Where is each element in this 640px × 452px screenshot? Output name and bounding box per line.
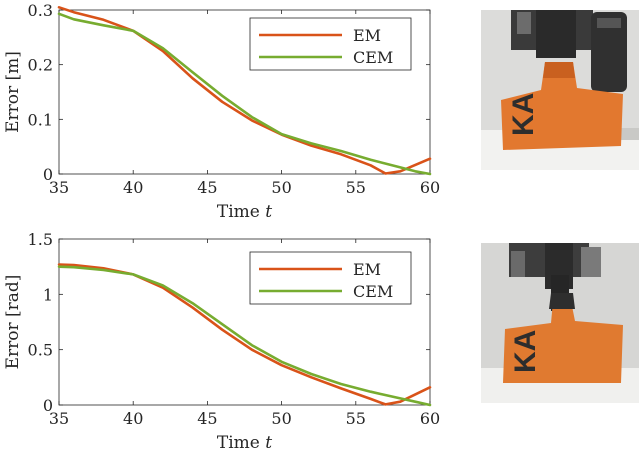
axes-box [58, 9, 431, 175]
chart-position-error: 35 40 45 50 55 60 0 0.1 0.2 0.3 Time t Error [m] EM C… [3, 1, 440, 222]
y-tick-label: 0.1 [28, 110, 53, 129]
photo-logo-text: KA [507, 93, 540, 136]
legend-label-cem: CEM [353, 48, 393, 67]
photo-logo-text: KA [509, 330, 542, 373]
x-tick-label: 50 [271, 178, 291, 197]
y-tick-label: 0 [43, 396, 53, 415]
x-tick-label: 50 [271, 409, 291, 428]
y-tick-label: 0.3 [28, 1, 53, 20]
legend-label-em: EM [353, 26, 381, 45]
axes-box [58, 238, 431, 406]
series-line-em [57, 6, 432, 175]
chart-orientation-error: 35 40 45 50 55 60 0 0.5 1 1.5 Time t Error [rad] EM C… [3, 230, 440, 452]
x-axis-label-variable: t [265, 433, 272, 452]
legend-label-em: EM [353, 260, 381, 279]
x-tick-label: 45 [197, 178, 217, 197]
y-tick-label: 0.2 [28, 56, 53, 75]
x-tick-label: 40 [123, 409, 143, 428]
robot-gripper-icon: KA [481, 10, 639, 170]
x-tick-label: 45 [197, 409, 217, 428]
y-tick-label: 1.5 [28, 230, 53, 249]
x-tick-label: 35 [49, 409, 69, 428]
x-axis-label: Time t [217, 433, 272, 452]
x-axis-label: Time t [217, 202, 272, 222]
series-line-cem [57, 12, 432, 176]
y-tick-label: 1 [43, 285, 53, 304]
x-tick-label: 40 [123, 178, 143, 197]
x-tick-label: 55 [346, 409, 366, 428]
x-tick-label: 60 [420, 178, 440, 197]
legend-box [249, 17, 412, 71]
x-tick-label: 55 [346, 178, 366, 197]
y-axis-label: Error [rad] [3, 275, 23, 370]
robot-gripper-icon: KA [481, 243, 639, 403]
robot-photo-top: KA [481, 10, 639, 170]
legend-box [249, 251, 412, 305]
y-tick-label: 0.5 [28, 341, 53, 360]
x-axis-label-variable: t [265, 202, 272, 222]
series-line-cem [57, 265, 432, 407]
y-axis-label: Error [m] [3, 51, 23, 133]
x-tick-label: 60 [420, 409, 440, 428]
x-axis-label-text: Time [217, 202, 265, 222]
legend-label-cem: CEM [353, 282, 393, 301]
robot-photo-bottom: KA [481, 243, 639, 403]
x-tick-label: 35 [49, 178, 69, 197]
y-tick-label: 0 [43, 165, 53, 184]
x-axis-label-text: Time [217, 433, 265, 452]
